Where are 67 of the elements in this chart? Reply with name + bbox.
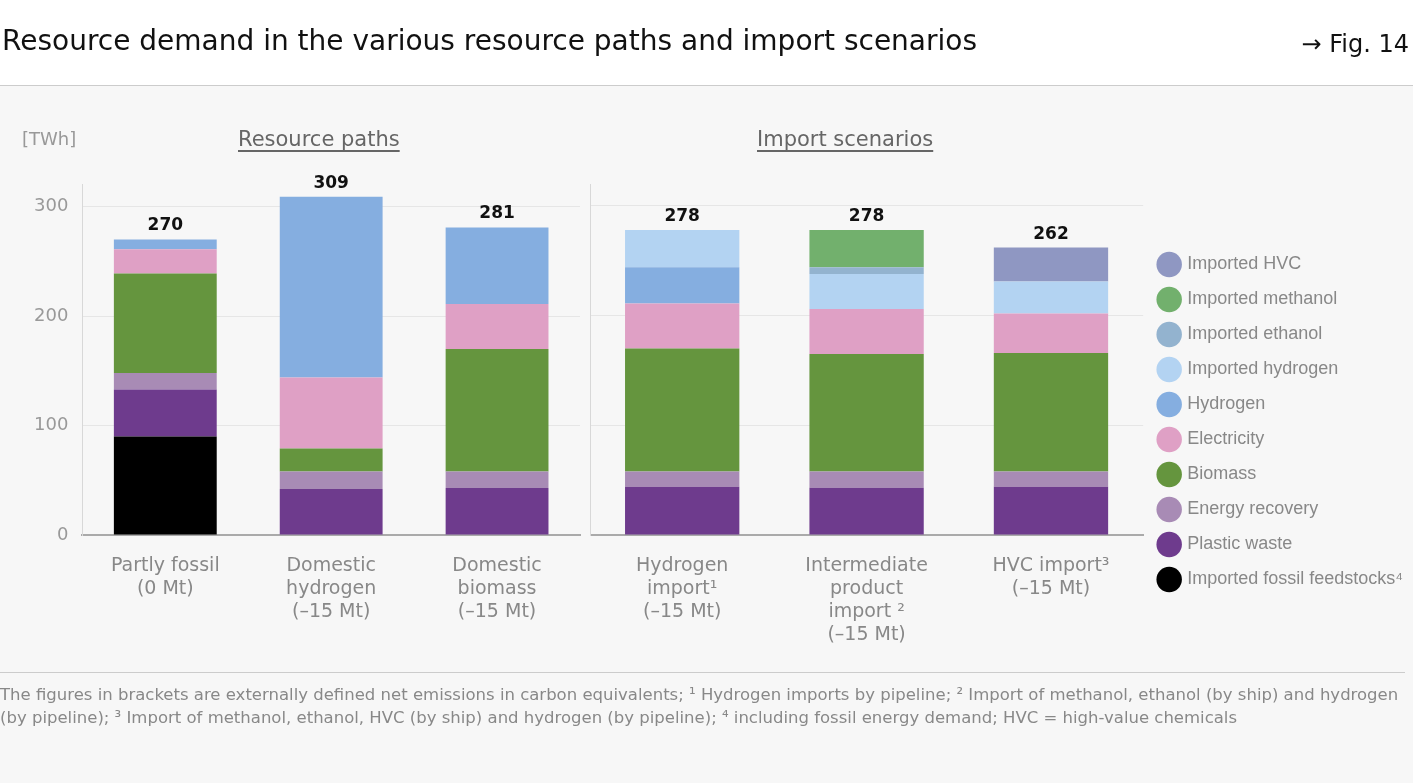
bar	[809, 273, 924, 310]
bar	[279, 448, 383, 472]
chart-subtitle: Resource paths	[238, 127, 400, 151]
bar	[625, 348, 740, 472]
chart-title: Import scenarios	[757, 127, 934, 151]
bar	[113, 273, 217, 374]
bar	[993, 313, 1109, 353]
x-tick-label: HVC import³ (–15 Mt)	[992, 553, 1110, 599]
legend-label: Imported methanol	[1187, 288, 1338, 309]
x-tick-label: Partly fossil (0 Mt)	[110, 553, 220, 599]
total-label: 281	[479, 202, 515, 223]
bar	[445, 471, 549, 488]
x-tick-label: Domestic hydrogen (–15 Mt)	[286, 553, 377, 621]
bar	[809, 230, 924, 268]
bar	[445, 487, 549, 535]
y-axis-title: [TWh]	[22, 128, 77, 149]
legend-label: Energy recovery	[1187, 498, 1319, 519]
bar	[279, 471, 383, 490]
legend-label: Imported hydrogen	[1187, 358, 1339, 379]
legend-label: Biomass	[1187, 463, 1257, 484]
bar	[993, 352, 1109, 472]
bar	[279, 377, 383, 449]
bar	[445, 348, 549, 472]
bar	[809, 487, 924, 535]
bar	[625, 486, 740, 535]
x-tick-label: Domestic biomass (–15 Mt)	[452, 553, 542, 621]
x-tick-label: Hydrogen import¹ (–15 Mt)	[635, 553, 729, 621]
total-label: 309	[313, 171, 349, 192]
y-tick-label: 100	[34, 413, 69, 435]
legend-label: Plastic waste	[1187, 533, 1293, 554]
bar	[993, 281, 1109, 314]
bar	[809, 267, 924, 274]
x-tick-label: Intermediate product import ² (–15 Mt)	[805, 553, 928, 644]
bar	[625, 230, 740, 268]
bar	[993, 247, 1109, 282]
y-tick-label: 0	[56, 522, 69, 544]
bar	[625, 303, 740, 349]
bar	[113, 239, 217, 250]
bar	[445, 227, 549, 305]
legend-label: Hydrogen	[1187, 393, 1266, 414]
y-tick-label: 200	[34, 303, 69, 325]
bar	[113, 436, 217, 535]
total-label: 278	[664, 204, 700, 225]
bar	[809, 471, 924, 488]
y-tick-label: 300	[34, 194, 69, 216]
bar	[625, 267, 740, 304]
legend-label: Imported HVC	[1187, 253, 1302, 274]
text: → Fig. 14	[1301, 30, 1409, 58]
legend-label: Imported ethanol	[1187, 323, 1323, 344]
total-label: 270	[147, 214, 184, 235]
bar	[993, 486, 1109, 535]
chart-title: Resource demand in the various resource paths and import scenarios	[2, 24, 978, 57]
bar	[279, 196, 383, 378]
bar	[279, 489, 383, 535]
bar	[113, 249, 217, 274]
bar	[625, 471, 740, 487]
total-label: 278	[848, 204, 885, 225]
legend-label: Imported fossil feedstocks⁴	[1187, 568, 1403, 589]
bar	[809, 309, 924, 355]
bar	[445, 304, 549, 349]
total-label: 262	[1033, 222, 1069, 243]
bar	[113, 373, 217, 390]
text: The figures in brackets are externally defined net emissions in carbon equivalents; ¹ Hydrogen imports by pipeline; ² Import of methanol, ethanol (by ship) and hydrogen (by pipeline); ³ Import of methanol, ethanol, HVC (by ship) and hydrogen (by pipeline); ⁴ including fossil energy demand; HVC = high-value chemicals	[0, 672, 1405, 729]
legend-label: Electricity	[1187, 428, 1265, 449]
bar	[993, 471, 1109, 487]
bar	[809, 354, 924, 472]
bar	[113, 389, 217, 437]
